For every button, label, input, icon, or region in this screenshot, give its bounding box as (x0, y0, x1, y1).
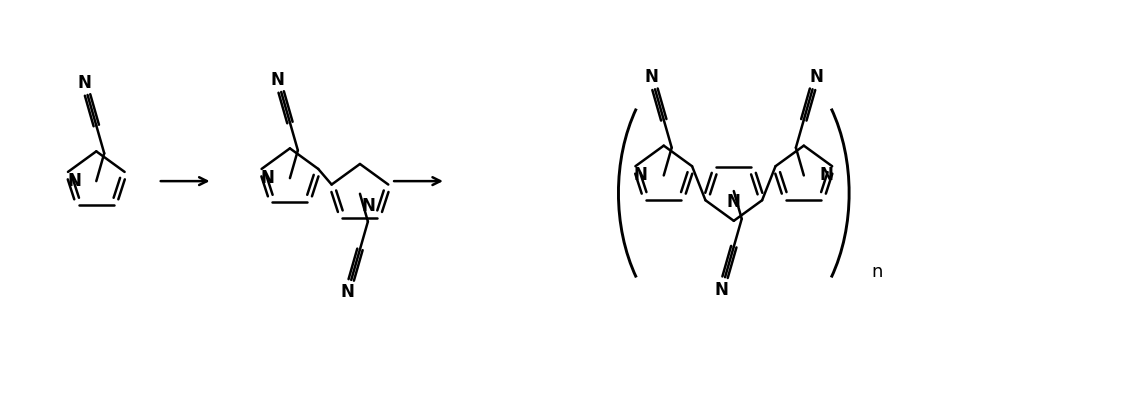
Text: N: N (271, 70, 284, 89)
Text: N: N (715, 281, 728, 299)
Text: N: N (78, 74, 91, 91)
Text: N: N (727, 193, 741, 211)
Text: N: N (634, 166, 647, 185)
Text: N: N (67, 172, 81, 190)
Text: N: N (341, 283, 354, 301)
Text: N: N (260, 169, 274, 187)
Text: N: N (819, 166, 834, 185)
Text: N: N (809, 68, 823, 86)
Text: N: N (644, 68, 659, 86)
Text: N: N (362, 197, 375, 215)
Text: n: n (871, 263, 882, 282)
